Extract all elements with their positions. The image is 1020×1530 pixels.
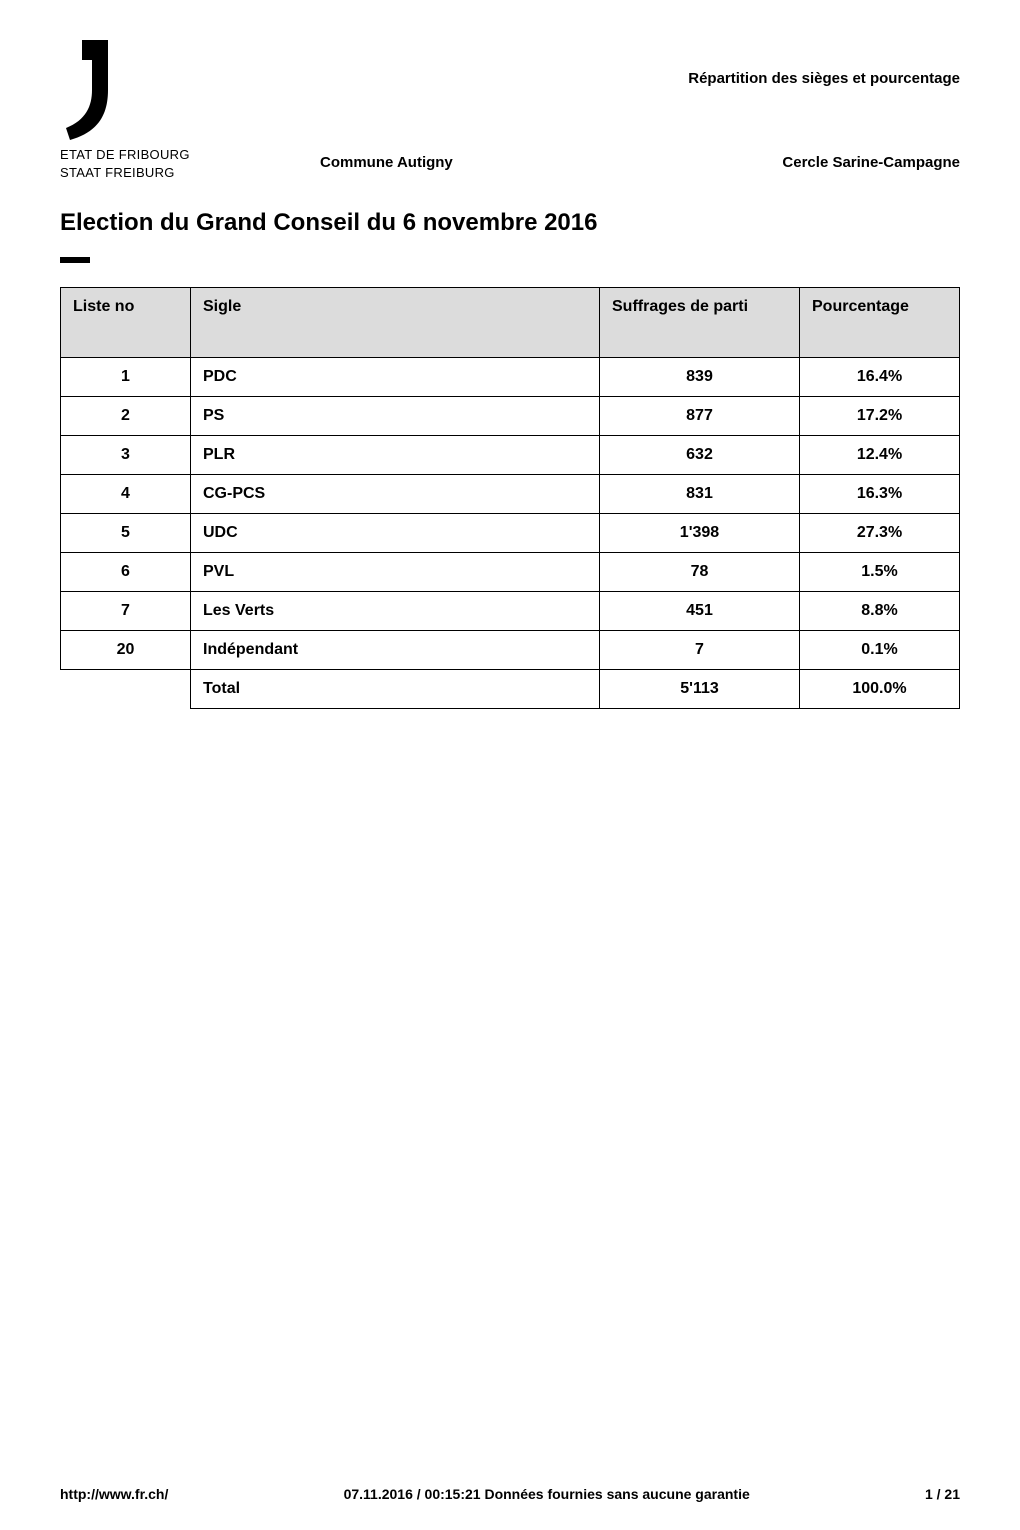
cell-pct: 16.4% bbox=[800, 358, 960, 397]
cell-suffrages: 632 bbox=[600, 436, 800, 475]
cell-listeno: 2 bbox=[61, 397, 191, 436]
cell-suffrages: 78 bbox=[600, 553, 800, 592]
cell-suffrages: 877 bbox=[600, 397, 800, 436]
cell-listeno: 4 bbox=[61, 475, 191, 514]
footer-url: http://www.fr.ch/ bbox=[60, 1486, 168, 1502]
cell-sigle: Les Verts bbox=[191, 592, 600, 631]
cell-sigle: PLR bbox=[191, 436, 600, 475]
cell-suffrages: 831 bbox=[600, 475, 800, 514]
col-header-listeno: Liste no bbox=[61, 288, 191, 358]
header-right-title: Répartition des sièges et pourcentage bbox=[688, 70, 960, 87]
table-row: 2PS87717.2% bbox=[61, 397, 960, 436]
title-dash bbox=[60, 257, 90, 263]
cell-pct: 0.1% bbox=[800, 631, 960, 670]
page-title: Election du Grand Conseil du 6 novembre … bbox=[60, 209, 960, 237]
footer: http://www.fr.ch/ 07.11.2016 / 00:15:21 … bbox=[60, 1486, 960, 1502]
cell-sigle: UDC bbox=[191, 514, 600, 553]
cell-pct: 12.4% bbox=[800, 436, 960, 475]
cell-sigle-total: Total bbox=[191, 670, 600, 709]
table-row: 4CG-PCS83116.3% bbox=[61, 475, 960, 514]
cell-sigle: CG-PCS bbox=[191, 475, 600, 514]
cell-sigle: PDC bbox=[191, 358, 600, 397]
cell-listeno: 7 bbox=[61, 592, 191, 631]
fribourg-logo-icon bbox=[60, 40, 120, 140]
cell-sigle: Indépendant bbox=[191, 631, 600, 670]
table-row: 3PLR63212.4% bbox=[61, 436, 960, 475]
cell-pct: 27.3% bbox=[800, 514, 960, 553]
cell-pct-total: 100.0% bbox=[800, 670, 960, 709]
table-row: 6PVL781.5% bbox=[61, 553, 960, 592]
header-mid-row: Commune Autigny Cercle Sarine-Campagne bbox=[60, 154, 960, 171]
footer-page: 1 / 21 bbox=[925, 1486, 960, 1502]
cell-pct: 1.5% bbox=[800, 553, 960, 592]
page: ETAT DE FRIBOURG STAAT FREIBURG Répartit… bbox=[0, 0, 1020, 1530]
cell-suffrages: 1'398 bbox=[600, 514, 800, 553]
cell-listeno: 3 bbox=[61, 436, 191, 475]
cell-listeno: 5 bbox=[61, 514, 191, 553]
cell-suffrages-total: 5'113 bbox=[600, 670, 800, 709]
footer-center: 07.11.2016 / 00:15:21 Données fournies s… bbox=[344, 1486, 750, 1502]
cell-sigle: PVL bbox=[191, 553, 600, 592]
cell-suffrages: 7 bbox=[600, 631, 800, 670]
cercle-label: Cercle Sarine-Campagne bbox=[782, 154, 960, 171]
cell-pct: 17.2% bbox=[800, 397, 960, 436]
commune-label: Commune Autigny bbox=[320, 154, 453, 171]
table-row: 20Indépendant70.1% bbox=[61, 631, 960, 670]
cell-pct: 8.8% bbox=[800, 592, 960, 631]
table-header-row: Liste no Sigle Suffrages de parti Pource… bbox=[61, 288, 960, 358]
results-table: Liste no Sigle Suffrages de parti Pource… bbox=[60, 287, 960, 709]
cell-suffrages: 839 bbox=[600, 358, 800, 397]
table-row: 7Les Verts4518.8% bbox=[61, 592, 960, 631]
cell-pct: 16.3% bbox=[800, 475, 960, 514]
table-total-row: Total5'113100.0% bbox=[61, 670, 960, 709]
cell-listeno: 1 bbox=[61, 358, 191, 397]
cell-listeno: 20 bbox=[61, 631, 191, 670]
col-header-suffrages: Suffrages de parti bbox=[600, 288, 800, 358]
table-head: Liste no Sigle Suffrages de parti Pource… bbox=[61, 288, 960, 358]
cell-sigle: PS bbox=[191, 397, 600, 436]
table-body: 1PDC83916.4%2PS87717.2%3PLR63212.4%4CG-P… bbox=[61, 358, 960, 709]
table-row: 5UDC1'39827.3% bbox=[61, 514, 960, 553]
col-header-sigle: Sigle bbox=[191, 288, 600, 358]
cell-suffrages: 451 bbox=[600, 592, 800, 631]
table-row: 1PDC83916.4% bbox=[61, 358, 960, 397]
cell-listeno-total bbox=[61, 670, 191, 709]
col-header-pct: Pourcentage bbox=[800, 288, 960, 358]
cell-listeno: 6 bbox=[61, 553, 191, 592]
